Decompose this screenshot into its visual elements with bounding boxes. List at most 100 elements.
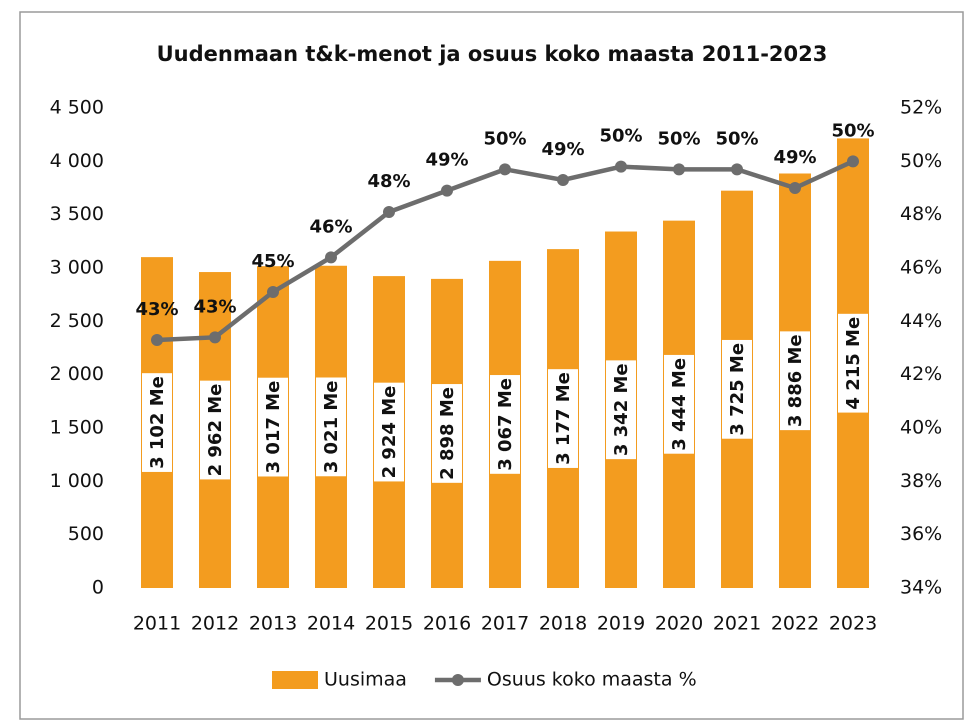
bar-label-bg xyxy=(142,373,172,472)
bar-value-label: 3 725 Me xyxy=(727,343,748,436)
y2-tick-label: 52% xyxy=(900,97,942,119)
bar-value-label: 3 444 Me xyxy=(669,358,690,451)
line-point xyxy=(383,206,395,218)
line-point xyxy=(151,334,163,346)
line-value-label: 49% xyxy=(541,139,584,160)
bar-label-bg xyxy=(722,339,752,439)
bar-label-bg xyxy=(258,377,288,477)
bar-label: 2 898 Me xyxy=(432,384,462,483)
y-tick-label: 2 500 xyxy=(50,310,104,332)
x-tick-label: 2015 xyxy=(365,613,413,635)
bar-label-bg xyxy=(374,382,404,482)
y-tick-label: 500 xyxy=(68,523,104,545)
y2-tick-label: 48% xyxy=(900,203,942,225)
bar-label: 2 962 Me xyxy=(200,380,230,480)
x-tick-label: 2011 xyxy=(133,613,181,635)
line-value-label: 49% xyxy=(773,147,816,168)
bar-label: 3 021 Me xyxy=(316,377,346,477)
line-point xyxy=(441,184,453,197)
y-tick-label: 0 xyxy=(92,577,104,599)
line-value-label: 46% xyxy=(309,216,352,237)
x-tick-label: 2022 xyxy=(771,613,819,635)
line-point xyxy=(615,160,627,173)
x-tick-label: 2023 xyxy=(829,613,877,635)
y2-tick-label: 38% xyxy=(900,470,942,492)
bar-value-label: 3 102 Me xyxy=(147,376,168,469)
x-tick-label: 2012 xyxy=(191,613,239,635)
y-tick-label: 4 000 xyxy=(50,150,104,172)
bar-value-label: 3 017 Me xyxy=(263,381,284,474)
bar-value-label: 4 215 Me xyxy=(843,317,864,410)
legend-swatch-point xyxy=(451,674,464,686)
line-value-label: 50% xyxy=(599,126,642,147)
bar-label-bg xyxy=(200,380,230,480)
y2-tick-label: 46% xyxy=(900,257,942,279)
y-tick-label: 4 500 xyxy=(50,97,104,119)
line-value-label: 50% xyxy=(657,128,700,149)
bar-label: 3 017 Me xyxy=(258,377,288,477)
y2-tick-label: 36% xyxy=(900,523,942,545)
y-tick-label: 3 500 xyxy=(50,203,104,225)
bar-label-bg xyxy=(606,360,636,460)
y2-tick-label: 40% xyxy=(900,417,942,439)
bar-label-bg xyxy=(780,331,810,431)
bar-label-bg xyxy=(316,377,346,477)
chart-title: Uudenmaan t&k-menot ja osuus koko maasta… xyxy=(157,42,828,66)
bar-value-label: 3 021 Me xyxy=(321,380,342,473)
bar-value-label: 3 886 Me xyxy=(785,334,806,427)
x-tick-label: 2017 xyxy=(481,613,529,635)
legend-swatch xyxy=(272,671,318,689)
line-value-label: 48% xyxy=(367,171,410,192)
line-point xyxy=(789,182,801,194)
legend-label: Uusimaa xyxy=(324,669,407,691)
bar-label: 4 215 Me xyxy=(838,313,868,413)
bar-value-label: 2 924 Me xyxy=(379,386,400,479)
x-tick-label: 2013 xyxy=(249,613,297,635)
line-point xyxy=(731,163,743,176)
bar-label: 3 342 Me xyxy=(606,360,636,460)
bar-value-label: 3 342 Me xyxy=(611,363,632,456)
y-tick-label: 1 000 xyxy=(50,470,104,492)
line-value-label: 50% xyxy=(715,128,758,149)
x-tick-label: 2021 xyxy=(713,613,761,635)
x-tick-label: 2018 xyxy=(539,613,587,635)
line-value-label: 45% xyxy=(251,251,294,272)
y-tick-label: 3 000 xyxy=(50,257,104,279)
line-value-label: 43% xyxy=(193,296,236,317)
line-value-label: 43% xyxy=(135,299,178,320)
bar-label-bg xyxy=(838,313,868,413)
y2-tick-label: 34% xyxy=(900,577,942,599)
line-point xyxy=(557,174,569,186)
bar-label: 3 444 Me xyxy=(664,354,694,454)
line-value-label: 50% xyxy=(831,120,874,141)
x-tick-label: 2014 xyxy=(307,613,355,635)
line-point xyxy=(267,286,279,298)
bar-label-bg xyxy=(548,369,578,468)
y-tick-label: 1 500 xyxy=(50,417,104,439)
line-point xyxy=(209,331,221,344)
y2-tick-label: 50% xyxy=(900,150,942,172)
x-tick-label: 2019 xyxy=(597,613,645,635)
bar-label: 3 102 Me xyxy=(142,373,172,472)
line-point xyxy=(673,163,685,176)
y2-tick-label: 42% xyxy=(900,363,942,385)
y2-tick-label: 44% xyxy=(900,310,942,332)
bar-label: 2 924 Me xyxy=(374,382,404,482)
x-tick-label: 2016 xyxy=(423,613,471,635)
line-value-label: 49% xyxy=(425,150,468,171)
bar-value-label: 2 898 Me xyxy=(437,387,458,480)
bar-value-label: 3 177 Me xyxy=(553,372,574,465)
line-point xyxy=(325,251,337,264)
bar-label-bg xyxy=(490,375,520,474)
bar-label: 3 886 Me xyxy=(780,331,810,431)
bar-value-label: 3 067 Me xyxy=(495,378,516,471)
legend-label: Osuus koko maasta % xyxy=(487,669,697,691)
bar-value-label: 2 962 Me xyxy=(205,384,226,477)
bar-label: 3 725 Me xyxy=(722,339,752,439)
x-tick-label: 2020 xyxy=(655,613,703,635)
line-point xyxy=(499,163,511,176)
line-value-label: 50% xyxy=(483,128,526,149)
bar-label: 3 177 Me xyxy=(548,369,578,468)
bar-label-bg xyxy=(432,384,462,483)
